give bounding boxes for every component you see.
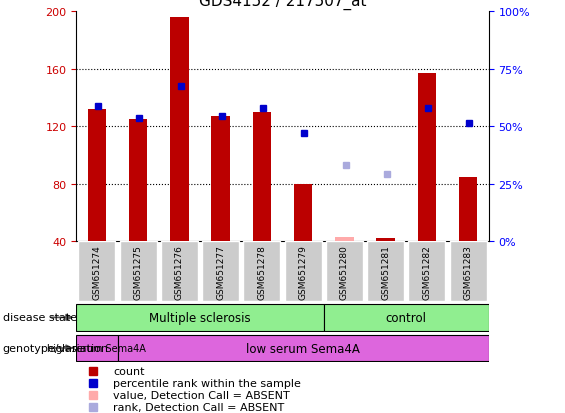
Bar — [170, 18, 189, 242]
Bar — [294, 184, 312, 242]
Title: GDS4152 / 217507_at: GDS4152 / 217507_at — [199, 0, 366, 9]
Text: GSM651280: GSM651280 — [340, 244, 349, 299]
Bar — [376, 239, 395, 242]
Text: GSM651279: GSM651279 — [299, 244, 307, 299]
FancyBboxPatch shape — [118, 335, 489, 361]
FancyBboxPatch shape — [326, 242, 363, 301]
Text: high serum Sema4A: high serum Sema4A — [47, 343, 146, 353]
Text: Multiple sclerosis: Multiple sclerosis — [149, 311, 251, 324]
Text: GSM651283: GSM651283 — [464, 244, 472, 299]
Bar — [418, 74, 436, 242]
FancyBboxPatch shape — [285, 242, 321, 301]
Text: GSM651276: GSM651276 — [175, 244, 184, 299]
Text: genotype/variation: genotype/variation — [3, 343, 109, 353]
Text: GSM651281: GSM651281 — [381, 244, 390, 299]
FancyBboxPatch shape — [450, 242, 486, 301]
Text: percentile rank within the sample: percentile rank within the sample — [114, 378, 301, 388]
Text: value, Detection Call = ABSENT: value, Detection Call = ABSENT — [114, 390, 290, 400]
Text: control: control — [386, 311, 427, 324]
FancyBboxPatch shape — [79, 242, 115, 301]
Text: count: count — [114, 366, 145, 376]
Text: GSM651277: GSM651277 — [216, 244, 225, 299]
FancyBboxPatch shape — [76, 304, 324, 331]
Bar — [88, 110, 106, 242]
Bar — [459, 177, 477, 242]
FancyBboxPatch shape — [367, 242, 404, 301]
FancyBboxPatch shape — [324, 304, 489, 331]
Text: disease state: disease state — [3, 313, 77, 323]
Text: GSM651282: GSM651282 — [423, 244, 431, 299]
FancyBboxPatch shape — [202, 242, 239, 301]
Text: GSM651274: GSM651274 — [93, 244, 101, 299]
FancyBboxPatch shape — [120, 242, 157, 301]
Text: GSM651275: GSM651275 — [134, 244, 142, 299]
Bar — [129, 120, 147, 242]
Bar — [335, 237, 354, 242]
FancyBboxPatch shape — [244, 242, 280, 301]
Bar — [211, 117, 230, 242]
FancyBboxPatch shape — [76, 335, 118, 361]
FancyBboxPatch shape — [408, 242, 445, 301]
FancyBboxPatch shape — [161, 242, 198, 301]
Text: rank, Detection Call = ABSENT: rank, Detection Call = ABSENT — [114, 402, 285, 412]
Text: GSM651278: GSM651278 — [258, 244, 266, 299]
Text: low serum Sema4A: low serum Sema4A — [246, 342, 360, 355]
Bar — [253, 113, 271, 242]
